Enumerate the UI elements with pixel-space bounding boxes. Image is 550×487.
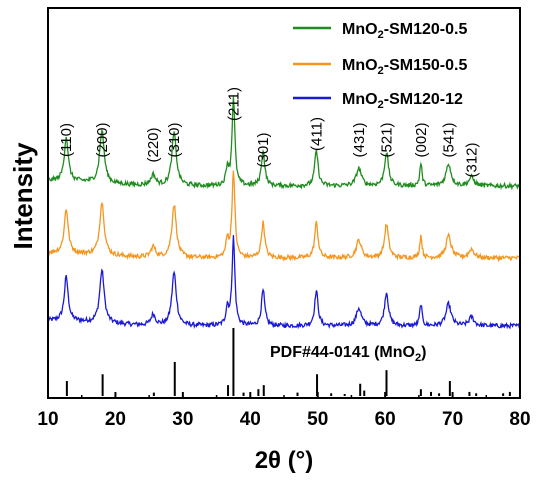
x-tick-label-2: 30 — [172, 409, 193, 430]
peak-label-7: (431) — [351, 122, 368, 157]
xrd-line-0 — [47, 235, 521, 330]
xrd-line-2 — [47, 96, 521, 191]
x-tick-label-0: 10 — [37, 409, 58, 430]
peak-label-3: (310) — [166, 122, 183, 157]
reference-label: PDF#44-0141 (MnO2) — [270, 344, 427, 364]
peak-label-2: (220) — [145, 127, 162, 162]
peak-label-9: (002) — [413, 122, 430, 157]
x-tick-label-6: 70 — [442, 409, 463, 430]
peak-label-0: (110) — [58, 123, 75, 157]
x-axis-title: 2θ (°) — [255, 447, 314, 474]
legend-label-0: MnO2-SM120-0.5 — [342, 21, 467, 41]
peak-label-4: (211) — [225, 87, 242, 121]
peak-label-1: (200) — [94, 122, 111, 157]
peak-label-10: (541) — [441, 122, 458, 157]
x-tick-label-3: 40 — [240, 409, 261, 430]
legend-label-1: MnO2-SM150-0.5 — [342, 57, 467, 77]
peak-label-5: (301) — [255, 132, 272, 167]
xrd-line-1 — [47, 170, 521, 263]
peak-label-6: (411) — [308, 117, 325, 151]
legend-label-2: MnO2-SM120-12 — [342, 91, 463, 111]
x-tick-label-7: 80 — [509, 409, 530, 430]
y-axis-title: Intensity — [8, 142, 38, 249]
x-tick-label-1: 20 — [105, 409, 126, 430]
peak-label-11: (312) — [464, 142, 481, 177]
legend: MnO2-SM120-0.5 MnO2-SM150-0.5 MnO2-SM120-1… — [293, 21, 467, 111]
x-tick-label-4: 50 — [307, 409, 328, 430]
x-tick-label-5: 60 — [375, 409, 396, 430]
peak-label-8: (521) — [379, 122, 396, 157]
